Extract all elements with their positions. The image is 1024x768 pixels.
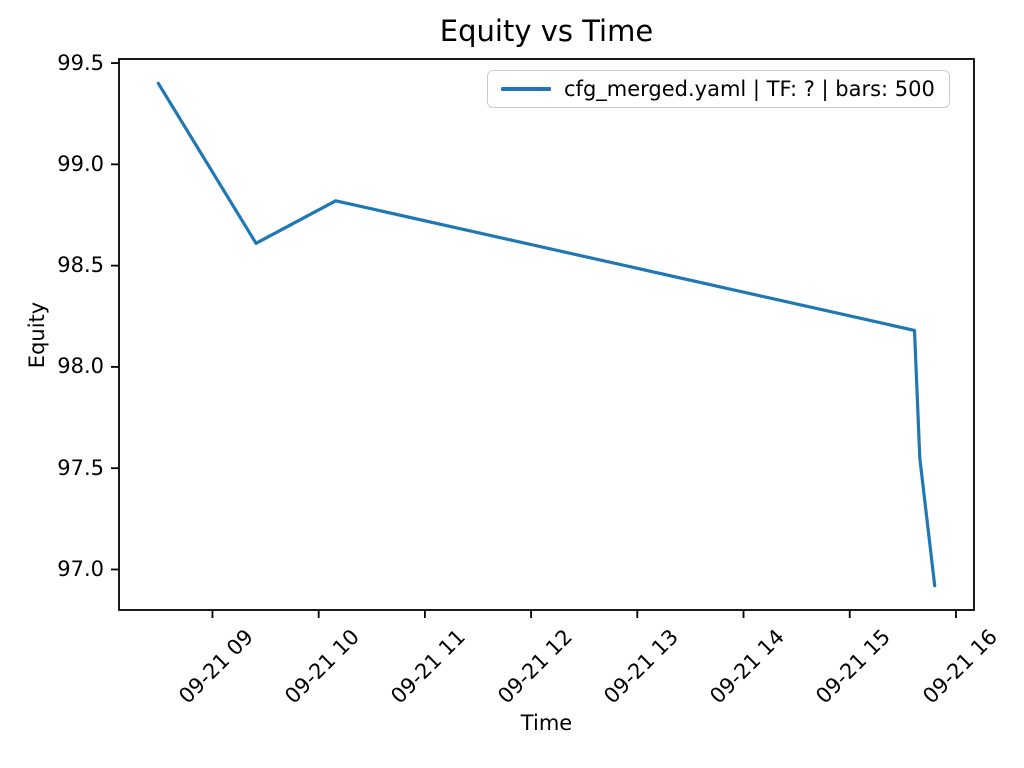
- legend-entry-label: cfg_merged.yaml | TF: ? | bars: 500: [564, 76, 935, 101]
- y-axis-label: Equity: [25, 301, 49, 369]
- plot-border: [118, 58, 975, 611]
- equity-line-series: [156, 81, 937, 588]
- x-axis-label: Time: [520, 711, 573, 735]
- y-tick-label: 97.0: [57, 556, 104, 581]
- y-tick-label: 98.5: [57, 253, 104, 278]
- y-tick-label: 98.0: [57, 354, 104, 379]
- y-tick-label: 99.0: [57, 151, 104, 176]
- legend-line-sample: [501, 87, 551, 91]
- y-tick-label: 99.5: [57, 50, 104, 75]
- y-axis-ticks: [111, 62, 119, 571]
- legend-entry: cfg_merged.yaml | TF: ? | bars: 500: [501, 77, 935, 101]
- x-axis-ticks: [211, 610, 957, 618]
- y-tick-label: 97.5: [57, 455, 104, 480]
- legend-box: cfg_merged.yaml | TF: ? | bars: 500: [487, 70, 950, 108]
- chart-title: Equity vs Time: [439, 14, 654, 48]
